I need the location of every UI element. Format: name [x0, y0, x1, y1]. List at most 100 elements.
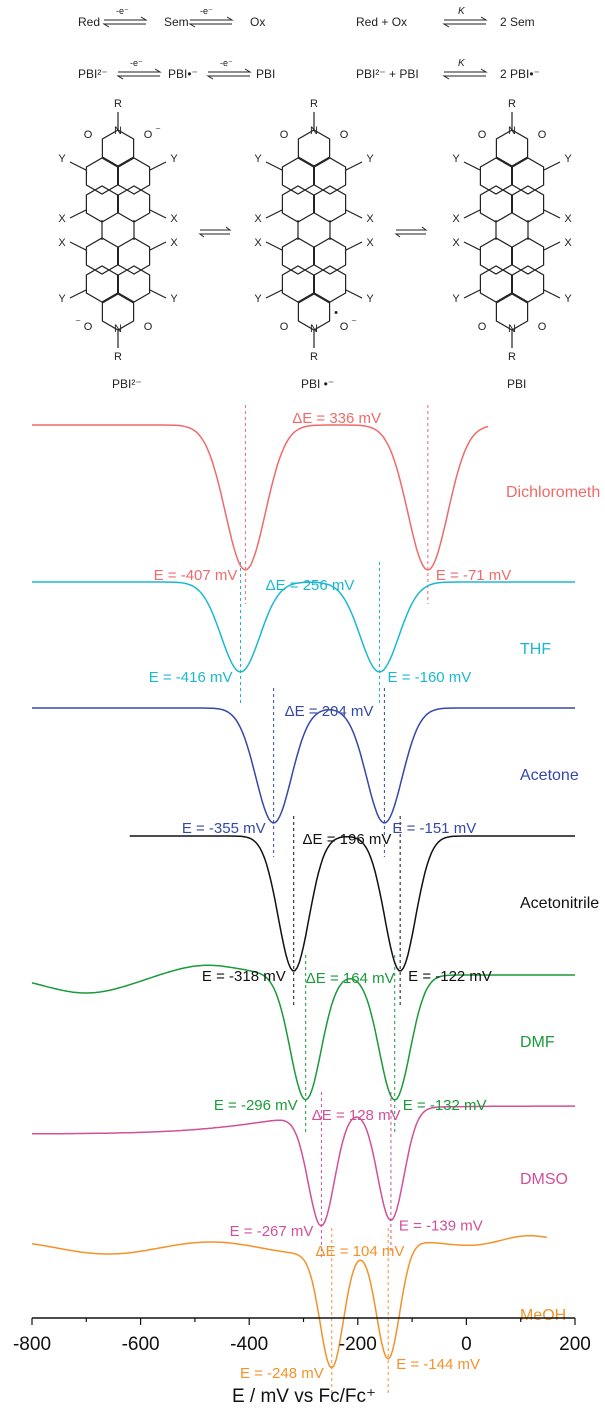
x-tick-label: -200 — [339, 1334, 377, 1355]
substituent-x: X — [254, 213, 262, 225]
substituent-r: R — [310, 98, 318, 110]
e1-label: E = -416 mV — [149, 669, 233, 686]
substituent-y: Y — [564, 293, 572, 305]
substituent-r: R — [114, 351, 122, 363]
e2-label: E = -139 mV — [399, 1217, 483, 1234]
substituent-y: Y — [452, 153, 460, 165]
x-tick-label: -600 — [122, 1334, 160, 1355]
series-name: Acetone — [520, 767, 579, 784]
x-axis-label: E / mV vs Fc/Fc⁺ — [232, 1386, 376, 1407]
x-tick-label: -800 — [13, 1334, 51, 1355]
scheme-e1: -e⁻ — [116, 6, 129, 16]
series-line — [31, 964, 575, 1101]
series-name: Acetonitrile — [520, 895, 599, 912]
delta-e-label: ΔE = 256 mV — [266, 577, 355, 594]
carbonyl-o: O — [280, 321, 289, 333]
e2-label: E = -132 mV — [403, 1097, 487, 1114]
substituent-r: R — [114, 98, 122, 110]
charge: ⁻ — [351, 317, 357, 329]
imide-n: N — [508, 125, 516, 137]
series-name: MeOH — [520, 1307, 566, 1324]
equilibrium-arrow — [116, 68, 162, 80]
e2-label: E = -122 mV — [408, 968, 492, 985]
equilibrium-arrow — [188, 16, 234, 28]
substituent-y: Y — [58, 293, 66, 305]
scheme-ox: Ox — [250, 15, 265, 29]
traces — [31, 424, 575, 1370]
substituent-x: X — [564, 237, 572, 249]
carbonyl-o: O — [340, 321, 349, 333]
substituent-y: Y — [366, 153, 374, 165]
substituent-y: Y — [58, 153, 66, 165]
substituent-x: X — [170, 237, 178, 249]
series-line — [32, 581, 575, 673]
data-labels: ΔE = 336 mV E = -407 mV E = -71 mV Dichloro… — [149, 410, 601, 1382]
carbonyl-o: O — [478, 129, 487, 141]
series-name: Dichlorometh — [506, 484, 600, 501]
carbonyl-o: O — [84, 129, 93, 141]
e1-label: E = -407 mV — [154, 567, 238, 584]
scheme-pbi-red: PBI²⁻ — [78, 67, 108, 81]
delta-e-label: ΔE = 336 mV — [292, 410, 381, 427]
scheme-e2: -e⁻ — [200, 6, 213, 16]
carbonyl-o: O — [478, 321, 487, 333]
carbonyl-o: O — [340, 129, 349, 141]
e2-label: E = -144 mV — [396, 1356, 480, 1373]
carbonyl-o: O — [84, 321, 93, 333]
substituent-x: X — [366, 237, 374, 249]
substituent-r: R — [508, 351, 516, 363]
carbonyl-o: O — [144, 129, 153, 141]
delta-e-label: ΔE = 164 mV — [306, 970, 395, 987]
radical-dot: • — [334, 307, 338, 319]
scheme-e1: -e⁻ — [130, 58, 143, 68]
series-line — [31, 1234, 547, 1370]
imide-n: N — [310, 323, 318, 335]
substituent-x: X — [58, 237, 66, 249]
scheme-left: PBI²⁻ + PBI — [356, 67, 419, 81]
scheme-k: K — [458, 58, 466, 69]
scheme-left: Red + Ox — [356, 15, 407, 29]
scheme-k: K — [458, 6, 466, 17]
e1-label: E = -248 mV — [240, 1365, 324, 1382]
substituent-y: Y — [564, 153, 572, 165]
substituent-y: Y — [452, 293, 460, 305]
series-name: THF — [520, 641, 551, 658]
series-line — [129, 835, 575, 972]
equilibrium-arrow — [394, 226, 428, 238]
e2-label: E = -71 mV — [436, 567, 511, 584]
delta-e-label: ΔE = 204 mV — [285, 703, 374, 720]
substituent-r: R — [508, 98, 516, 110]
e1-label: E = -318 mV — [202, 968, 286, 985]
x-axis: -800 -600 -400 -200 0 200 — [13, 1317, 591, 1355]
series-line — [32, 1105, 575, 1227]
substituent-x: X — [58, 213, 66, 225]
carbonyl-o: O — [144, 321, 153, 333]
reference-lines — [240, 405, 429, 1403]
series-name: DMSO — [520, 1171, 568, 1188]
charge: ⁻ — [155, 125, 161, 137]
substituent-x: X — [170, 213, 178, 225]
equilibrium-arrow — [442, 68, 488, 80]
substituent-y: Y — [170, 293, 178, 305]
imide-n: N — [508, 323, 516, 335]
series-name: DMF — [520, 1034, 555, 1051]
equilibrium-arrow — [206, 68, 252, 80]
delta-e-label: ΔE = 128 mV — [312, 1107, 401, 1124]
carbonyl-o: O — [538, 321, 547, 333]
scheme-sem: Sem — [164, 15, 189, 29]
e1-label: E = -296 mV — [214, 1097, 298, 1114]
equilibrium-arrow — [198, 226, 232, 238]
equilibrium-arrow — [102, 16, 148, 28]
x-tick-label: 0 — [461, 1334, 472, 1355]
substituent-x: X — [564, 213, 572, 225]
substituent-r: R — [310, 351, 318, 363]
scheme-right: 2 PBI•⁻ — [500, 67, 540, 81]
structure-label: PBI •⁻ — [301, 377, 334, 391]
delta-e-label: ΔE = 104 mV — [316, 1243, 405, 1260]
structure-label: PBI — [507, 377, 526, 391]
x-tick-label: 200 — [559, 1334, 591, 1355]
substituent-y: Y — [254, 293, 262, 305]
